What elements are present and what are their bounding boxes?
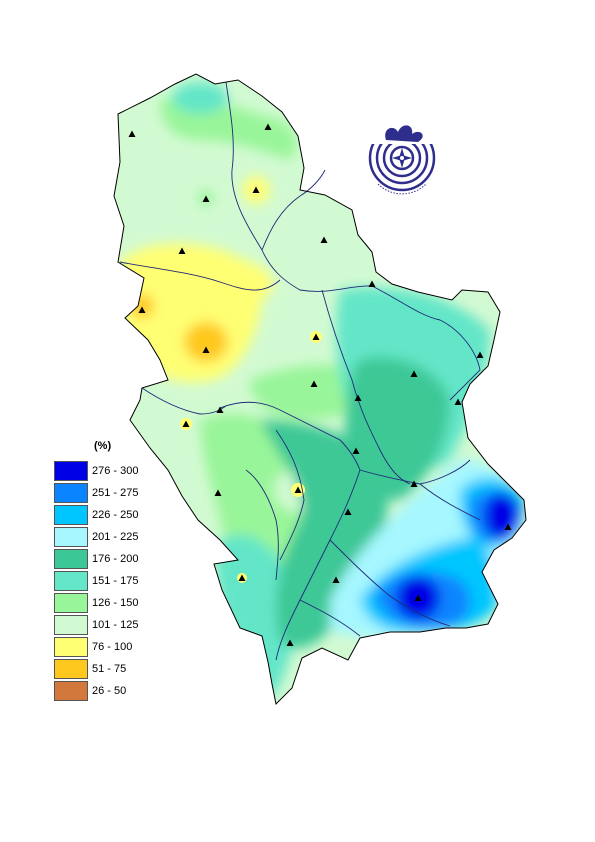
legend-item: 251 - 275	[54, 482, 214, 504]
station-marker-icon	[414, 594, 422, 601]
station-marker-icon	[352, 447, 360, 454]
legend-swatch	[54, 461, 88, 481]
legend-range-label: 101 - 125	[92, 619, 139, 631]
legend-range-label: 126 - 150	[92, 597, 139, 609]
station-marker-icon	[216, 406, 224, 413]
legend-range-label: 51 - 75	[92, 663, 127, 675]
legend-item: 51 - 75	[54, 658, 214, 680]
legend-swatch	[54, 505, 88, 525]
country-border	[113, 73, 527, 706]
legend-item: 276 - 300	[54, 460, 214, 482]
legend-range-label: 251 - 275	[92, 487, 139, 499]
station-marker-icon	[202, 195, 210, 202]
station-marker-icon	[368, 280, 376, 287]
station-marker-icon	[410, 370, 418, 377]
legend-swatch	[54, 615, 88, 635]
legend-swatch	[54, 659, 88, 679]
station-marker-icon	[128, 130, 136, 137]
station-marker-icon	[178, 247, 186, 254]
legend-item: 26 - 50	[54, 680, 214, 702]
station-marker-icon	[476, 351, 484, 358]
legend-range-label: 26 - 50	[92, 685, 127, 697]
legend-item: 126 - 150	[54, 592, 214, 614]
legend-range-label: 276 - 300	[92, 465, 139, 477]
station-marker-icon	[286, 639, 294, 646]
legend-swatch	[54, 637, 88, 657]
legend-swatch	[54, 483, 88, 503]
station-marker-icon	[214, 489, 222, 496]
station-marker-icon	[310, 380, 318, 387]
legend-swatch	[54, 549, 88, 569]
legend-range-label: 76 - 100	[92, 641, 133, 653]
station-marker-icon	[312, 333, 320, 340]
station-marker-icon	[294, 486, 302, 493]
legend-item: 201 - 225	[54, 526, 214, 548]
legend-swatch	[54, 681, 88, 701]
rivers	[119, 81, 481, 661]
legend-item: 226 - 250	[54, 504, 214, 526]
station-marker-icon	[320, 236, 328, 243]
station-marker-icon	[264, 123, 272, 130]
station-marker-icon	[202, 346, 210, 353]
station-marker-icon	[504, 523, 512, 530]
station-marker-icon	[252, 186, 260, 193]
station-marker-icon	[332, 576, 340, 583]
weather-stations	[128, 123, 512, 646]
station-marker-icon	[182, 420, 190, 427]
legend-item: 176 - 200	[54, 548, 214, 570]
legend-swatch	[54, 593, 88, 613]
legend-item: 101 - 125	[54, 614, 214, 636]
legend-swatch	[54, 571, 88, 591]
station-marker-icon	[454, 398, 462, 405]
station-marker-icon	[238, 574, 246, 581]
hydrometeorological-service-emblem-icon	[366, 122, 438, 195]
station-marker-icon	[410, 480, 418, 487]
station-marker-icon	[354, 394, 362, 401]
legend-range-label: 176 - 200	[92, 553, 139, 565]
legend-range-label: 226 - 250	[92, 509, 139, 521]
station-marker-icon	[344, 508, 352, 515]
legend-unit: (%)	[94, 440, 112, 452]
legend-range-label: 151 - 175	[92, 575, 139, 587]
legend-item: 151 - 175	[54, 570, 214, 592]
legend-swatch	[54, 527, 88, 547]
legend-item: 76 - 100	[54, 636, 214, 658]
legend-range-label: 201 - 225	[92, 531, 139, 543]
station-marker-icon	[138, 306, 146, 313]
